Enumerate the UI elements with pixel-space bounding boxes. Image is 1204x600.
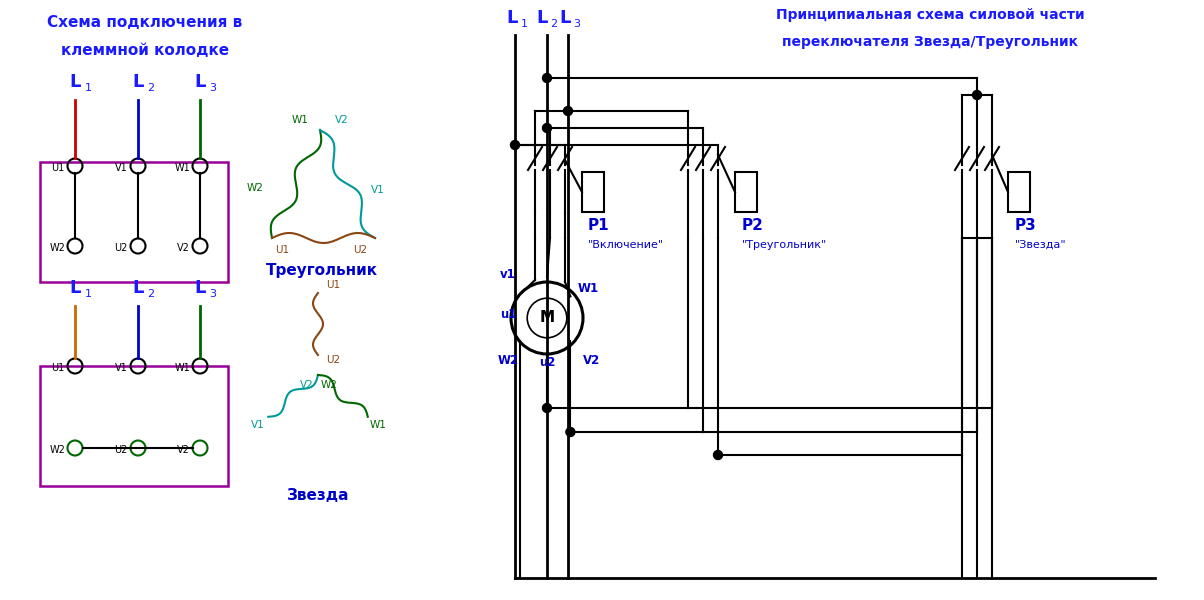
Text: "Треугольник": "Треугольник" xyxy=(742,240,827,250)
Text: Звезда: Звезда xyxy=(287,487,349,503)
Text: М: М xyxy=(539,311,555,325)
Text: Треугольник: Треугольник xyxy=(266,263,378,277)
Text: Схема подключения в: Схема подключения в xyxy=(47,15,243,30)
Circle shape xyxy=(563,107,572,115)
Text: V1: V1 xyxy=(114,363,128,373)
Bar xyxy=(734,172,757,212)
Text: U2: U2 xyxy=(114,445,128,455)
Text: V2: V2 xyxy=(584,353,601,367)
Text: U1: U1 xyxy=(52,163,65,173)
Text: U2: U2 xyxy=(353,245,367,255)
Text: L: L xyxy=(132,73,143,91)
Text: U1: U1 xyxy=(52,363,65,373)
Text: 3: 3 xyxy=(209,83,217,93)
Text: W1: W1 xyxy=(291,115,308,125)
Text: L: L xyxy=(70,279,81,297)
Text: W1: W1 xyxy=(175,163,191,173)
Text: V2: V2 xyxy=(300,380,313,389)
Text: V2: V2 xyxy=(335,115,349,125)
Text: U2: U2 xyxy=(114,243,128,253)
Text: Принципиальная схема силовой части: Принципиальная схема силовой части xyxy=(775,8,1085,22)
Text: W2: W2 xyxy=(51,445,66,455)
Text: v1: v1 xyxy=(500,269,515,281)
Text: U1: U1 xyxy=(275,245,289,255)
Text: V1: V1 xyxy=(371,185,385,195)
Text: V2: V2 xyxy=(177,243,189,253)
Text: W1: W1 xyxy=(175,363,191,373)
Bar xyxy=(40,162,228,282)
Text: Р2: Р2 xyxy=(742,217,763,232)
Text: L: L xyxy=(560,9,571,27)
Text: 1: 1 xyxy=(520,19,527,29)
Circle shape xyxy=(543,403,551,413)
Text: W1: W1 xyxy=(370,420,386,430)
Text: 2: 2 xyxy=(550,19,557,29)
Circle shape xyxy=(543,73,551,82)
Circle shape xyxy=(973,91,981,100)
Text: L: L xyxy=(536,9,548,27)
Text: L: L xyxy=(132,279,143,297)
Circle shape xyxy=(543,124,551,133)
Text: 1: 1 xyxy=(84,83,92,93)
Text: "Звезда": "Звезда" xyxy=(1015,240,1067,250)
Text: L: L xyxy=(194,73,206,91)
Text: W1: W1 xyxy=(578,281,598,295)
Text: V1: V1 xyxy=(252,420,265,430)
Text: u2: u2 xyxy=(539,355,555,368)
Bar xyxy=(582,172,604,212)
Circle shape xyxy=(510,140,519,149)
Text: переключателя Звезда/Треугольник: переключателя Звезда/Треугольник xyxy=(783,35,1078,49)
Text: клеммной колодке: клеммной колодке xyxy=(61,43,229,58)
Text: U1: U1 xyxy=(326,280,340,290)
Text: 3: 3 xyxy=(209,289,217,299)
Text: V2: V2 xyxy=(177,445,189,455)
Text: V1: V1 xyxy=(114,163,128,173)
Text: u1: u1 xyxy=(500,308,517,322)
Text: "Включение": "Включение" xyxy=(588,240,665,250)
Text: L: L xyxy=(507,9,518,27)
Text: Р3: Р3 xyxy=(1015,217,1037,232)
Bar xyxy=(1008,172,1029,212)
Text: W2: W2 xyxy=(321,380,338,389)
Text: W2: W2 xyxy=(247,183,264,193)
Text: L: L xyxy=(70,73,81,91)
Text: Р1: Р1 xyxy=(588,217,609,232)
Text: U2: U2 xyxy=(326,355,340,365)
Text: W2: W2 xyxy=(51,243,66,253)
Bar xyxy=(40,366,228,486)
Text: 2: 2 xyxy=(147,289,154,299)
Circle shape xyxy=(566,427,574,437)
Text: 3: 3 xyxy=(573,19,580,29)
Text: L: L xyxy=(194,279,206,297)
Circle shape xyxy=(714,451,722,460)
Text: W2: W2 xyxy=(497,353,519,367)
Text: 2: 2 xyxy=(147,83,154,93)
Text: 1: 1 xyxy=(84,289,92,299)
